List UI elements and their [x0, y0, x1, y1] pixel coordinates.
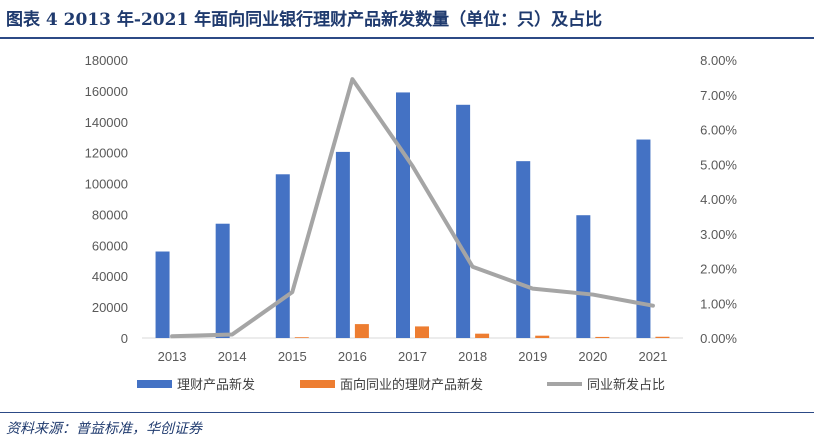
- legend-swatch: [300, 380, 335, 388]
- bar-new-products: [155, 251, 170, 338]
- x-tick-label: 2015: [278, 349, 307, 364]
- y-left-tick-label: 60000: [92, 238, 128, 253]
- bar-new-products: [215, 223, 230, 338]
- bar-new-products: [636, 139, 651, 338]
- bars: [155, 92, 670, 339]
- y-left-tick-label: 0: [121, 331, 128, 346]
- y-left-tick-label: 120000: [85, 146, 128, 161]
- x-tick-label: 2017: [398, 349, 427, 364]
- bar-new-products: [576, 215, 591, 338]
- y-right-tick-label: 7.00%: [700, 88, 737, 103]
- bar-new-products: [396, 92, 410, 338]
- x-tick-label: 2016: [338, 349, 367, 364]
- bar-interbank-products: [595, 336, 610, 338]
- y-left-tick-label: 180000: [85, 53, 128, 68]
- legend-swatch: [137, 380, 172, 388]
- x-tick-label: 2020: [578, 349, 607, 364]
- chart: 0 20000 40000 60000 80000 100000 120000 140000 1…: [85, 53, 738, 393]
- y-left-tick-label: 140000: [85, 115, 128, 130]
- y-left-tick-label: 20000: [92, 300, 128, 315]
- legend: 理财产品新发 面向同业的理财产品新发 同业新发占比: [137, 377, 665, 393]
- title-rule: [0, 37, 814, 39]
- bar-new-products: [456, 104, 471, 339]
- y-right-tick-label: 6.00%: [700, 123, 737, 138]
- figure-title: 图表 4 2013 年-2021 年面向同业银行理财产品新发数量（单位：只）及占…: [6, 10, 603, 30]
- y-right-tick-label: 2.00%: [700, 262, 737, 277]
- source-rule: [0, 412, 814, 413]
- legend-label: 面向同业的理财产品新发: [340, 377, 483, 393]
- y-right-tick-label: 3.00%: [700, 227, 737, 242]
- x-tick-label: 2021: [638, 349, 667, 364]
- x-tick-label: 2013: [158, 349, 187, 364]
- source-note: 资料来源：普益标准，华创证券: [6, 421, 202, 437]
- y-right-tick-label: 4.00%: [700, 192, 737, 207]
- legend-label: 理财产品新发: [177, 377, 255, 393]
- x-tick-label: 2019: [518, 349, 547, 364]
- y-left-tick-label: 40000: [92, 269, 128, 284]
- x-tick-label: 2018: [458, 349, 487, 364]
- y-right-tick-label: 8.00%: [700, 53, 737, 68]
- bar-interbank-products: [354, 324, 369, 338]
- ratio-line: [170, 77, 655, 339]
- y-left-tick-label: 80000: [92, 207, 128, 222]
- bar-new-products: [275, 174, 290, 338]
- bar-interbank-products: [294, 337, 309, 338]
- legend-label: 同业新发占比: [587, 377, 665, 393]
- y-right-tick-label: 5.00%: [700, 157, 737, 172]
- bar-interbank-products: [415, 326, 429, 338]
- bar-new-products: [516, 161, 531, 338]
- bar-interbank-products: [475, 333, 490, 338]
- y-left-tick-label: 160000: [85, 84, 128, 99]
- y-right-tick-label: 1.00%: [700, 296, 737, 311]
- bar-new-products: [335, 151, 350, 338]
- bar-interbank-products: [535, 335, 550, 338]
- tick-labels: 0 20000 40000 60000 80000 100000 120000 140000 1…: [85, 53, 738, 364]
- bar-interbank-products: [655, 336, 670, 338]
- x-tick-label: 2014: [218, 349, 247, 364]
- y-left-tick-label: 100000: [85, 177, 128, 192]
- y-right-tick-label: 0.00%: [700, 331, 737, 346]
